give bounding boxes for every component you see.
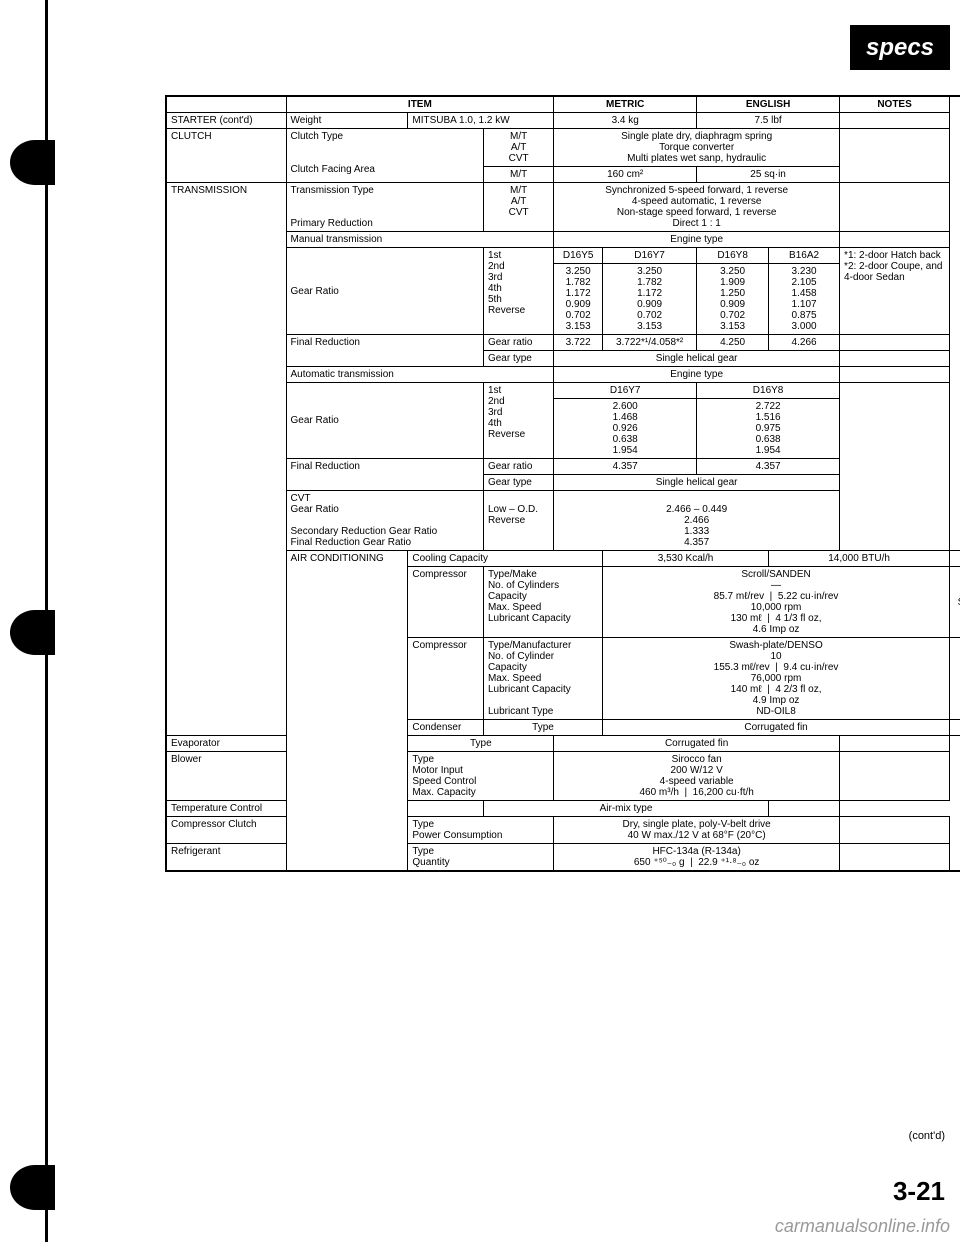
- clutch-label: CLUTCH: [166, 129, 286, 183]
- engine-d16y8: D16Y8: [697, 248, 769, 264]
- cooling-metric: 3,530 Kcal/h: [603, 551, 769, 567]
- trans-notes: *1: 2-door Hatch back *2: 2-door Coupe, …: [840, 248, 950, 335]
- binding-edge: [0, 0, 55, 1242]
- specs-table: ITEM METRIC ENGLISH NOTES STARTER (cont'…: [165, 95, 960, 872]
- engine-b16a2: B16A2: [769, 248, 840, 264]
- clutch-mt-val: Single plate dry, diaphragm spring: [621, 131, 772, 142]
- page-number: 3-21: [893, 1176, 945, 1207]
- compressor1-label: Compressor: [408, 567, 484, 638]
- col-item: ITEM: [286, 96, 554, 113]
- starter-metric: 3.4 kg: [554, 113, 697, 129]
- binder-hole: [10, 140, 60, 185]
- engine-type-header: Engine type: [554, 232, 840, 248]
- evaporator-label: Evaporator: [166, 736, 286, 752]
- engine-d16y5: D16Y5: [554, 248, 603, 264]
- engine-d16y7: D16Y7: [603, 248, 697, 264]
- temp-control-value: Air-mix type: [483, 801, 768, 817]
- clutch-facing-label: Clutch Facing Area: [291, 164, 376, 175]
- evaporator-value: Corrugated fin: [554, 736, 840, 752]
- cooling-english: 14,000 BTU/h: [769, 551, 950, 567]
- weight-label: Weight: [286, 113, 408, 129]
- specs-badge: specs: [850, 25, 950, 70]
- primary-reduction-label: Primary Reduction: [291, 218, 373, 229]
- ac-label: AIR CONDITIONING: [291, 553, 384, 564]
- condenser-value: Corrugated fin: [603, 720, 950, 736]
- auto-trans-label: Automatic transmission: [286, 367, 554, 383]
- clutch-facing-english: 25 sq·in: [697, 167, 840, 183]
- cooling-capacity-label: Cooling Capacity: [408, 551, 603, 567]
- col-english: ENGLISH: [697, 96, 840, 113]
- transmission-label: TRANSMISSION: [166, 183, 286, 736]
- primary-reduction-val: Direct 1 : 1: [672, 218, 720, 229]
- blower-label: Blower: [166, 752, 286, 801]
- binder-hole: [10, 1165, 60, 1210]
- col-metric: METRIC: [554, 96, 697, 113]
- gear-ratio-label: Gear Ratio: [286, 248, 483, 335]
- clutch-facing-metric: 160 cm²: [554, 167, 697, 183]
- temp-control-label: Temperature Control: [166, 801, 483, 817]
- compressor-clutch-label: Compressor Clutch: [166, 817, 286, 844]
- binder-hole: [10, 610, 60, 655]
- trans-cvt-val: Non-stage speed forward, 1 reverse: [617, 207, 777, 218]
- clutch-cvt-val: Multi plates wet sanp, hydraulic: [627, 153, 766, 164]
- cvt-label: CVT: [291, 493, 311, 504]
- final-reduction-ratio-label: Final Reduction Gear Ratio: [291, 537, 412, 548]
- clutch-type-label: Clutch Type: [291, 131, 344, 142]
- clutch-facing-mt: M/T: [483, 167, 553, 183]
- col-notes: NOTES: [840, 96, 950, 113]
- page-content: specs ITEM METRIC ENGLISH NOTES STARTER …: [55, 0, 960, 1242]
- clutch-mt: M/T: [510, 131, 527, 142]
- helical-gear: Single helical gear: [554, 351, 840, 367]
- trans-type-label: Transmission Type: [291, 185, 374, 196]
- sp10-note: SP-10: [950, 567, 960, 638]
- continued-label: (cont'd): [909, 1130, 945, 1142]
- manual-trans-label: Manual transmission: [286, 232, 554, 248]
- gear-ratio-sublabel: Gear ratio: [483, 335, 553, 351]
- final-reduction-label: Final Reduction: [286, 335, 483, 367]
- sec-reduction-label: Secondary Reduction Gear Ratio: [291, 526, 438, 537]
- refrigerant-label: Refrigerant: [166, 844, 286, 872]
- weight-value: MITSUBA 1.0, 1.2 kW: [408, 113, 554, 129]
- condenser-label: Condenser: [408, 720, 484, 736]
- trans-mt-val: Synchronized 5-speed forward, 1 reverse: [605, 185, 788, 196]
- starter-label: STARTER (cont'd): [166, 113, 286, 129]
- starter-english: 7.5 lbf: [697, 113, 840, 129]
- clutch-at-val: Torque converter: [659, 142, 734, 153]
- watermark: carmanualsonline.info: [775, 1216, 950, 1237]
- gear-type-sublabel: Gear type: [483, 351, 553, 367]
- clutch-at: A/T: [511, 142, 527, 153]
- compressor2-label: Compressor: [408, 638, 484, 720]
- clutch-cvt: CVT: [509, 153, 529, 164]
- trans-at-val: 4-speed automatic, 1 reverse: [632, 196, 762, 207]
